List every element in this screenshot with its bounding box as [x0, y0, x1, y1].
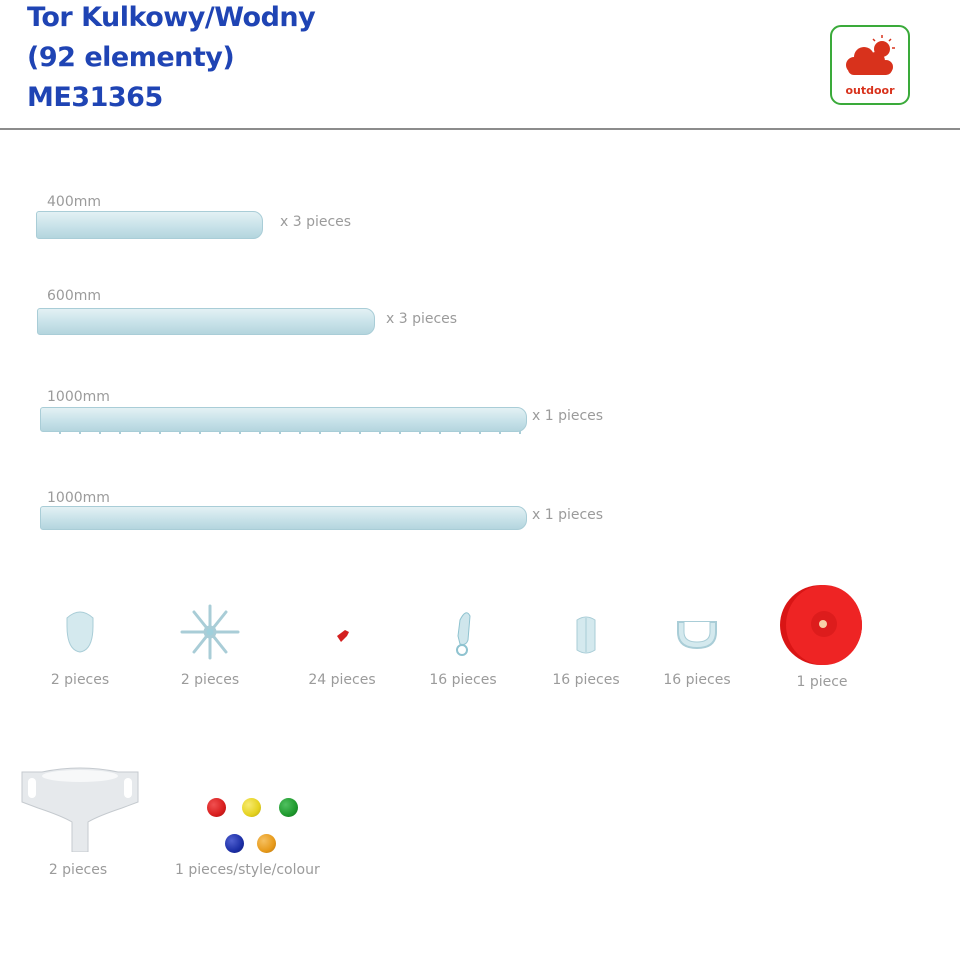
part-quantity: 2 pieces	[48, 862, 108, 878]
water-wheel-icon	[180, 604, 240, 660]
part-end-cap: 2 pieces	[20, 606, 140, 688]
part-quantity: 16 pieces	[429, 672, 497, 688]
part-funnel: 2 pieces	[18, 766, 139, 878]
badge-label: outdoor	[845, 84, 895, 97]
product-code: ME31365	[27, 82, 163, 113]
tube-quantity: x 1 pieces	[532, 507, 604, 523]
part-quantity: 1 piece	[796, 674, 848, 690]
outdoor-badge: outdoor	[830, 25, 910, 105]
ball-green	[279, 798, 298, 817]
connector-icon	[576, 616, 596, 654]
tube-1000mm	[40, 506, 527, 530]
bracket-icon	[677, 621, 717, 650]
end-cap-icon	[66, 611, 94, 653]
tube-600mm	[37, 308, 375, 335]
cloud-sun-icon	[846, 35, 895, 75]
wheel-icon	[780, 585, 862, 665]
tube-quantity: x 1 pieces	[532, 408, 604, 424]
part-quantity: 2 pieces	[180, 672, 240, 688]
tube-length: 1000mm	[47, 490, 110, 506]
part-quantity: 16 pieces	[663, 672, 731, 688]
funnel-icon	[21, 767, 139, 852]
part-quantity: 2 pieces	[50, 672, 110, 688]
ball-red	[207, 798, 226, 817]
tube-quantity: x 3 pieces	[386, 311, 458, 327]
ball-orange	[257, 834, 276, 853]
clip-icon	[456, 612, 471, 656]
pin-icon	[337, 630, 349, 642]
part-clip: 16 pieces	[403, 606, 523, 688]
balls-quantity: 1 pieces/style/colour	[175, 862, 320, 878]
tube-400mm	[36, 211, 263, 239]
part-wheel: 1 piece	[762, 584, 882, 690]
part-quantity: 24 pieces	[308, 672, 376, 688]
ball-blue	[225, 834, 244, 853]
tube-length: 600mm	[47, 288, 101, 304]
header-divider	[0, 128, 960, 130]
tube-quantity: x 3 pieces	[280, 214, 352, 230]
product-title: Tor Kulkowy/Wodny	[27, 2, 316, 33]
part-connector: 16 pieces	[526, 606, 646, 688]
tube-1000mm-perforated	[40, 407, 527, 434]
part-quantity: 16 pieces	[552, 672, 620, 688]
part-pin: 24 pieces	[282, 606, 402, 688]
ball-yellow	[242, 798, 261, 817]
tube-length: 1000mm	[47, 389, 110, 405]
tube-length: 400mm	[47, 194, 101, 210]
part-bracket: 16 pieces	[637, 606, 757, 688]
part-water-wheel: 2 pieces	[150, 604, 270, 688]
product-count: (92 elementy)	[27, 42, 235, 73]
